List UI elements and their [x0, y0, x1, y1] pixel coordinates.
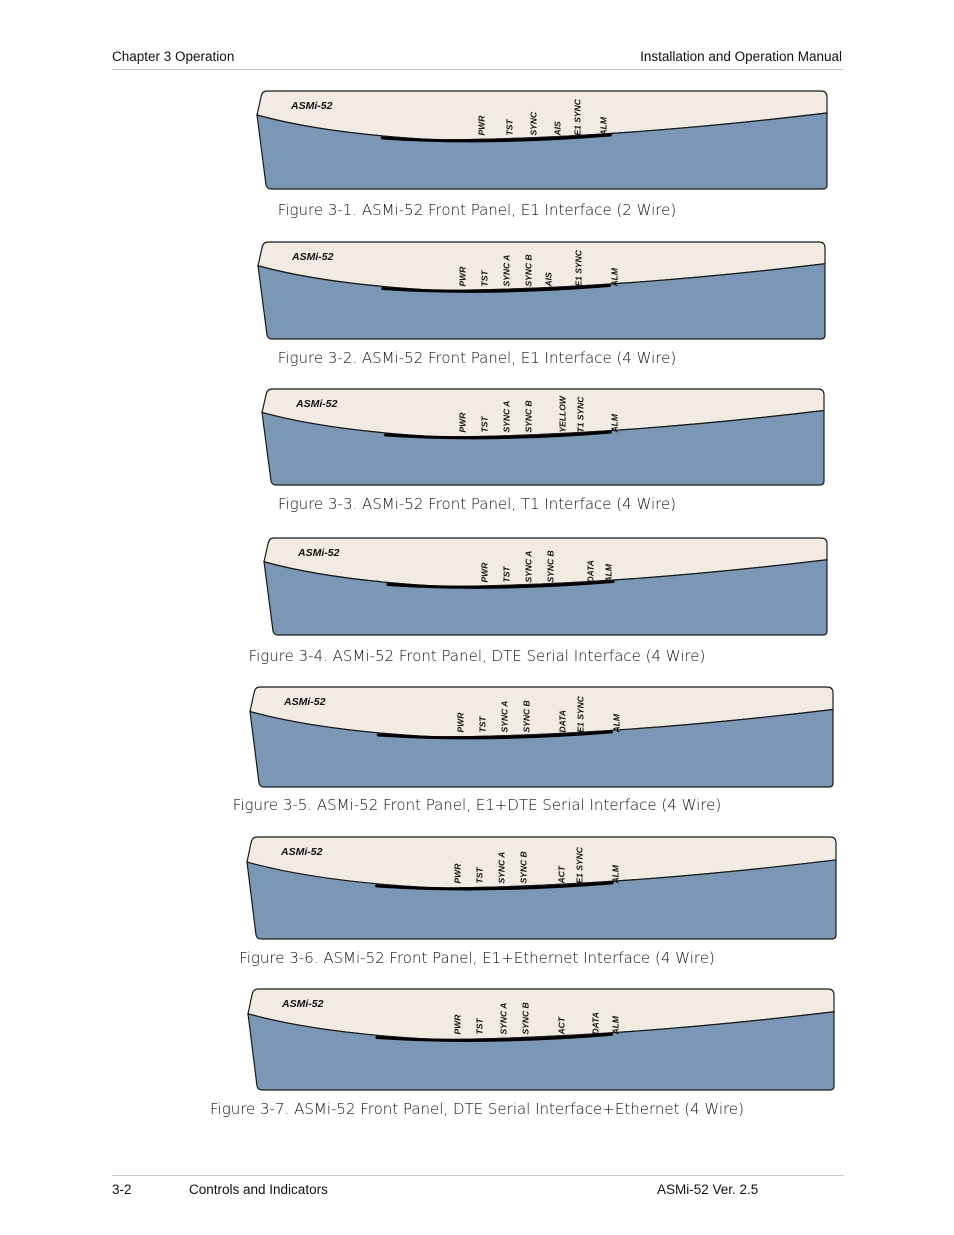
- panel-bottom-face: [257, 263, 826, 340]
- panel-bottom-face: [261, 409, 825, 486]
- figure-caption: Figure 3-5. ASMi-52 Front Panel, E1+DTE …: [232, 796, 722, 814]
- panel-model-label: ASMi-52: [291, 100, 333, 112]
- led-label: PWR: [457, 412, 468, 433]
- led-label: SYNC B: [518, 851, 529, 884]
- panel-model-label: ASMi-52: [281, 846, 323, 858]
- panel-drawing: [257, 241, 826, 340]
- figure-caption: Figure 3-2. ASMi-52 Front Panel, E1 Inte…: [277, 349, 677, 367]
- figure-caption: Figure 3-7. ASMi-52 Front Panel, DTE Ser…: [210, 1100, 744, 1118]
- led-label: PWR: [455, 712, 466, 733]
- led-label: TST: [479, 416, 490, 433]
- led-label: E1 SYNC: [575, 696, 586, 733]
- footer-section: Controls and Indicators: [189, 1182, 328, 1197]
- figure-caption: Figure 3-1. ASMi-52 Front Panel, E1 Inte…: [277, 201, 677, 219]
- panel-seam-shadow: [384, 430, 612, 440]
- led-label: ALM: [610, 864, 621, 884]
- front-panel-illustration: ASMi-52 PWR TST SYNC A SYNC B ACT DATA ALM: [247, 987, 835, 1091]
- led-label: TST: [479, 269, 490, 287]
- led-label: SYNC A: [501, 400, 512, 433]
- front-panel-illustration: ASMi-52 PWR TST SYNC A SYNC B ACT E1 SYNC ALM: [246, 835, 837, 940]
- led-label: ALM: [611, 714, 622, 733]
- led-label: AIS: [543, 271, 554, 287]
- panel-bottom-face: [247, 1011, 835, 1091]
- panel-seam-shadow: [386, 580, 615, 589]
- front-panel-illustration: ASMi-52 PWR TST SYNC A SYNC B DATA E1 SYNC ALM: [249, 685, 834, 788]
- led-label: PWR: [457, 266, 468, 287]
- panel-model-label: ASMi-52: [292, 251, 334, 263]
- figure-caption: Figure 3-4. ASMi-52 Front Panel, DTE Ser…: [248, 647, 706, 665]
- led-label: SYNC B: [523, 253, 534, 287]
- panel-seam-shadow: [375, 1032, 613, 1042]
- panel-drawing: [263, 537, 828, 636]
- front-panel-illustration: ASMi-52 PWR TST SYNC AIS E1 SYNC ALM: [256, 89, 828, 190]
- panel-drawing: [246, 836, 837, 940]
- led-label: ALM: [609, 267, 620, 287]
- footer-page-number: 3-2: [112, 1182, 132, 1197]
- led-label: TST: [474, 1018, 485, 1035]
- led-label: SYNC: [528, 111, 539, 136]
- led-label: SYNC A: [523, 550, 534, 583]
- led-label: PWR: [476, 115, 487, 136]
- footer-rule: [112, 1175, 844, 1176]
- front-panel-illustration: ASMi-52 PWR TST SYNC A SYNC B AIS E1 SYNC ALM: [257, 240, 826, 340]
- front-panel-illustration: ASMi-52 PWR TST SYNC A SYNC B YELLOW T1 SYNC AL…: [261, 387, 825, 486]
- led-label: DATA: [585, 559, 596, 583]
- led-label: SYNC A: [498, 1003, 509, 1035]
- footer-version: ASMi-52 Ver. 2.5: [657, 1182, 759, 1197]
- led-label: DATA: [557, 710, 568, 733]
- led-label: ACT: [556, 865, 567, 884]
- led-label: TST: [501, 565, 512, 583]
- header-rule: [112, 69, 844, 70]
- led-label: E1 SYNC: [574, 847, 585, 884]
- front-panel-illustration: ASMi-52 PWR TST SYNC A SYNC B DATA ALM: [263, 536, 828, 636]
- led-label: E1 SYNC: [573, 249, 584, 287]
- led-label: PWR: [452, 863, 463, 884]
- led-label: ALM: [610, 1016, 621, 1035]
- led-label: SYNC B: [545, 549, 556, 583]
- led-label: PWR: [452, 1015, 463, 1035]
- led-label: SYNC A: [501, 254, 512, 287]
- panel-bottom-face: [246, 859, 837, 940]
- panel-seam-shadow: [381, 284, 612, 293]
- figure-caption: Figure 3-3. ASMi-52 Front Panel, T1 Inte…: [277, 495, 677, 513]
- panel-bottom-face: [249, 708, 834, 788]
- panel-drawing: [261, 388, 825, 486]
- led-label: SYNC A: [499, 700, 510, 733]
- panel-seam-shadow: [375, 881, 614, 891]
- panel-model-label: ASMi-52: [284, 696, 326, 708]
- panel-drawing: [247, 988, 835, 1091]
- panel-bottom-face: [263, 559, 828, 636]
- led-label: ACT: [556, 1017, 567, 1035]
- led-label: PWR: [479, 562, 490, 583]
- led-label: SYNC B: [523, 400, 534, 433]
- panel-drawing: [256, 90, 828, 190]
- led-label: ALM: [603, 563, 614, 583]
- led-label: TST: [477, 716, 488, 733]
- panel-seam-shadow: [380, 133, 612, 143]
- running-header-chapter: Chapter 3 Operation: [112, 49, 235, 64]
- panel-model-label: ASMi-52: [282, 998, 324, 1010]
- panel-model-label: ASMi-52: [296, 398, 338, 410]
- led-label: ALM: [598, 117, 609, 136]
- panel-seam-shadow: [376, 730, 613, 740]
- panel-drawing: [249, 686, 834, 788]
- panel-model-label: ASMi-52: [298, 547, 340, 559]
- led-label: E1 SYNC: [572, 99, 583, 136]
- led-label: AIS: [552, 121, 563, 136]
- panel-bottom-face: [256, 112, 828, 190]
- figure-caption: Figure 3-6. ASMi-52 Front Panel, E1+Ethe…: [239, 949, 715, 967]
- led-label: SYNC A: [496, 851, 507, 884]
- led-label: TST: [474, 867, 485, 884]
- led-label: SYNC B: [521, 700, 532, 733]
- led-label: DATA: [590, 1012, 601, 1035]
- led-label: SYNC B: [520, 1002, 531, 1035]
- led-label: TST: [504, 119, 515, 136]
- led-label: YELLOW: [557, 396, 568, 433]
- led-label: T1 SYNC: [575, 396, 586, 433]
- led-label: ALM: [609, 414, 620, 433]
- running-header-title: Installation and Operation Manual: [640, 49, 842, 64]
